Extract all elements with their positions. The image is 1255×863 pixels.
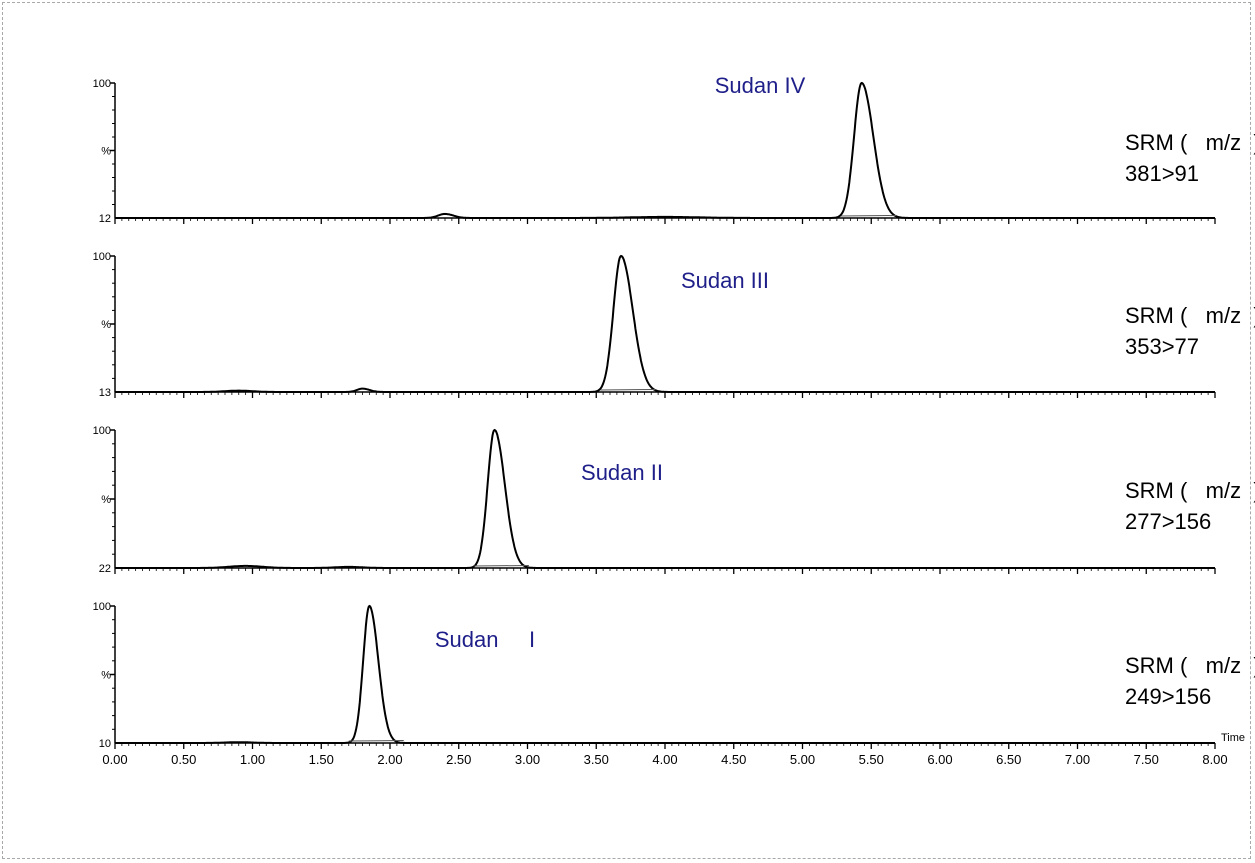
x-tick-label: 7.00 xyxy=(1065,752,1090,767)
peak-label: Sudan IV xyxy=(715,73,806,98)
x-tick-label: 6.50 xyxy=(996,752,1021,767)
y-tick-label-bottom: 13 xyxy=(99,387,111,399)
x-tick-label: 4.50 xyxy=(721,752,746,767)
y-tick-label-bottom: 22 xyxy=(99,563,111,575)
y-tick-label-top: 100 xyxy=(93,251,111,263)
y-axis-percent-label: % xyxy=(101,146,111,158)
x-tick-label: 5.00 xyxy=(790,752,815,767)
srm-title: SRM ( m/z ) xyxy=(1125,478,1255,503)
y-axis-percent-label: % xyxy=(101,319,111,331)
y-tick-label-top: 100 xyxy=(93,425,111,437)
x-tick-label: 2.50 xyxy=(446,752,471,767)
secondary-baseline-trace xyxy=(348,740,404,742)
chromatogram-trace xyxy=(115,81,1215,219)
srm-transition: 277>156 xyxy=(1125,509,1211,534)
x-tick-label: 4.00 xyxy=(652,752,677,767)
peak-label: Sudan III xyxy=(681,268,769,293)
x-tick-label: 7.50 xyxy=(1134,752,1159,767)
srm-transition: 249>156 xyxy=(1125,684,1211,709)
y-tick-label-top: 100 xyxy=(93,78,111,90)
y-tick-label-top: 100 xyxy=(93,601,111,613)
srm-transition: 353>77 xyxy=(1125,334,1199,359)
x-tick-label: 2.00 xyxy=(377,752,402,767)
x-tick-label: 1.00 xyxy=(240,752,265,767)
x-tick-label: 6.00 xyxy=(927,752,952,767)
secondary-baseline-trace xyxy=(840,215,897,217)
y-axis-percent-label: % xyxy=(101,670,111,682)
y-tick-label-bottom: 10 xyxy=(99,738,111,750)
srm-title: SRM ( m/z ) xyxy=(1125,653,1255,678)
srm-transition: 381>91 xyxy=(1125,161,1199,186)
chromatogram-trace xyxy=(115,428,1215,569)
y-tick-label-bottom: 12 xyxy=(99,213,111,225)
x-tick-label: 3.50 xyxy=(584,752,609,767)
srm-title: SRM ( m/z ) xyxy=(1125,130,1255,155)
x-tick-label: 0.50 xyxy=(171,752,196,767)
x-tick-label: 3.00 xyxy=(515,752,540,767)
srm-title: SRM ( m/z ) xyxy=(1125,303,1255,328)
peak-label: Sudan I xyxy=(435,627,535,652)
secondary-baseline-trace xyxy=(600,389,656,391)
y-axis-percent-label: % xyxy=(101,494,111,506)
secondary-baseline-trace xyxy=(473,565,529,567)
x-axis-label: Time xyxy=(1221,732,1245,744)
x-tick-label: 5.50 xyxy=(859,752,884,767)
x-tick-label: 8.00 xyxy=(1202,752,1227,767)
chromatogram-trace xyxy=(115,254,1215,393)
x-tick-label: 0.00 xyxy=(102,752,127,767)
peak-label: Sudan II xyxy=(581,460,663,485)
x-tick-label: 1.50 xyxy=(309,752,334,767)
chromatogram-trace xyxy=(115,604,1215,744)
